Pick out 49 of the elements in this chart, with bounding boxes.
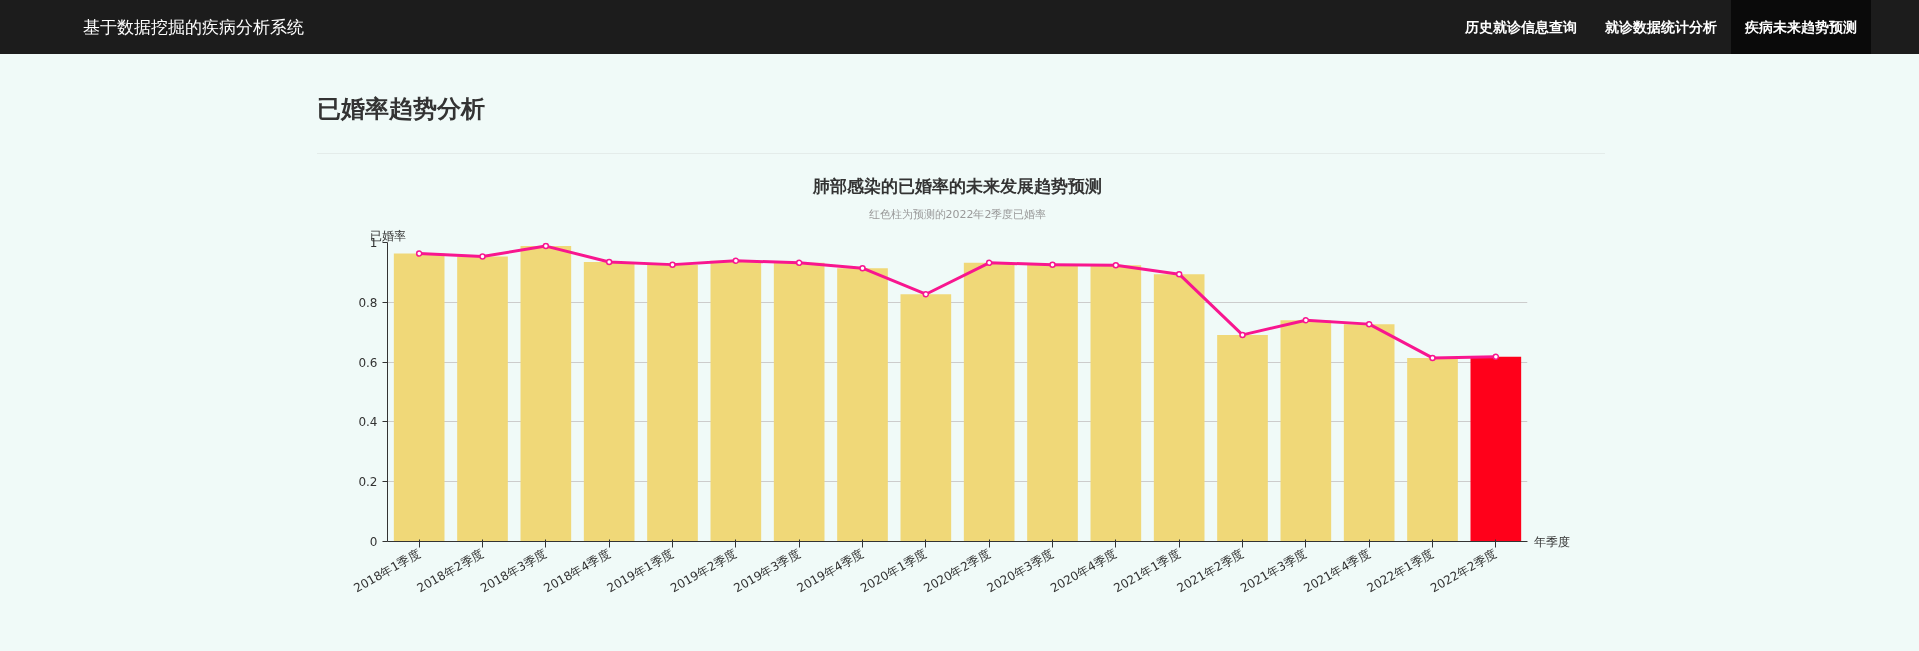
point [542,242,550,250]
point [859,264,866,272]
bar [900,294,952,542]
point [1492,353,1500,360]
point [985,259,993,267]
point [415,250,423,257]
bar [1153,274,1205,542]
y-tick-label: 0.4 [358,415,378,430]
text: 基于数据挖掘的疾病分析系统 [83,16,304,39]
point [605,258,613,266]
point [795,259,803,267]
point [922,290,930,298]
point [1049,261,1056,268]
bar [1407,357,1458,542]
bar [1280,320,1332,542]
bar [773,262,825,542]
bar [1470,356,1522,542]
bar [520,246,572,542]
point [732,257,740,264]
bar [1343,324,1395,542]
chart-title: 肺部感染的已婚率的未来发展趋势预测 [812,175,1102,196]
x-axis-title: 年季度 [1533,534,1570,549]
bar [1090,265,1142,542]
y-tick-label: 0.6 [358,355,378,370]
bar [710,260,762,542]
bar [1217,334,1268,542]
bar [963,262,1015,542]
y-tick-label: 0.2 [358,475,378,490]
bar [393,253,445,542]
bar [457,256,508,542]
bar [647,264,698,542]
text: 历史就诊信息查询 [1464,18,1578,37]
point [1175,270,1183,278]
point [669,261,676,268]
point [1112,261,1120,269]
text: 已婚率趋势分析 [317,94,485,125]
bar [837,268,888,542]
y-tick-label: 0 [369,535,378,549]
bar [1027,264,1078,542]
point [1302,316,1310,324]
bar [583,261,635,542]
point [479,253,486,260]
point [1429,354,1436,362]
point [1239,331,1246,339]
chart-subtitle: 红色柱为预测的2022年2季度已婚率 [868,207,1047,221]
text: 疾病未来趋势预测 [1731,0,1871,54]
y-tick-label: 0.8 [358,295,378,310]
point [1365,320,1373,328]
text: 就诊数据统计分析 [1604,18,1718,37]
